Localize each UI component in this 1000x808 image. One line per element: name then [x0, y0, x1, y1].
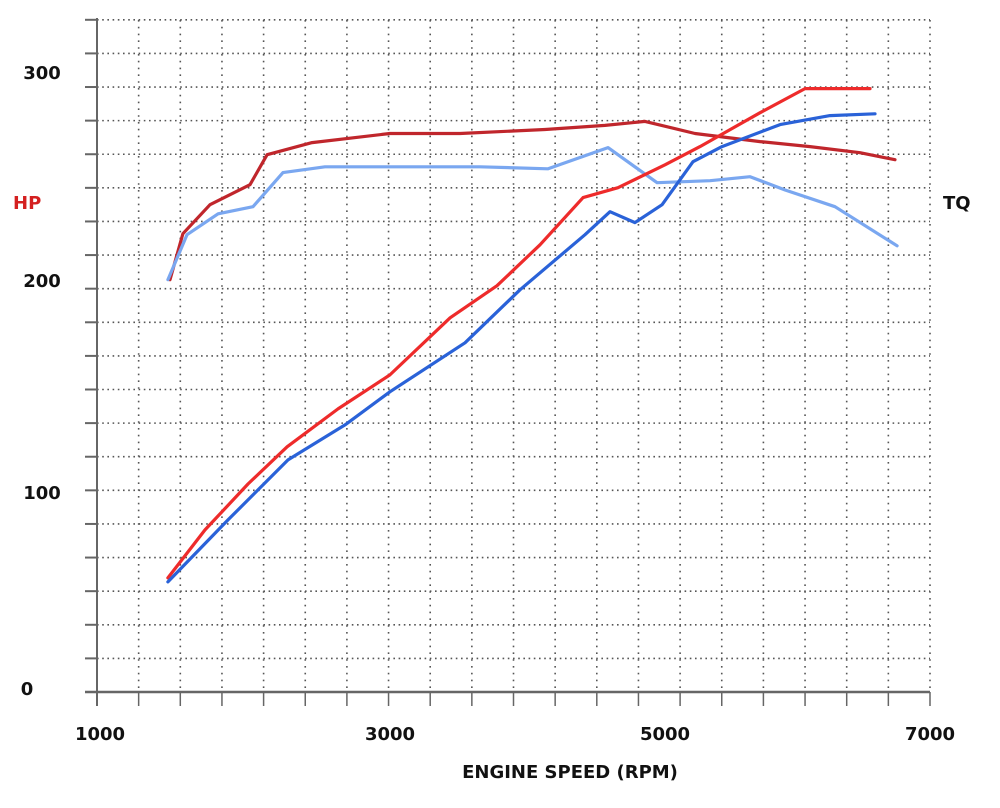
y-tick-label: 300: [23, 63, 61, 84]
axes: [85, 18, 931, 706]
series-line-3: [166, 87, 872, 580]
series-line-1: [168, 119, 897, 282]
series-line-4: [166, 112, 877, 584]
x-tick-label: 5000: [640, 724, 690, 745]
x-tick-label: 1000: [75, 724, 125, 745]
x-tick-label: 3000: [365, 724, 415, 745]
x-axis-label: ENGINE SPEED (RPM): [462, 762, 678, 783]
series-group: [166, 87, 899, 584]
grid: [97, 18, 931, 692]
tick-labels: 1000 3000 5000 7000 0 100 200 300: [21, 63, 955, 745]
y-axis-label-right: TQ: [943, 193, 971, 214]
y-tick-label: 100: [23, 483, 61, 504]
y-axis-label-left: HP: [13, 193, 41, 214]
y-tick-label: 200: [23, 271, 61, 292]
series-line-2: [166, 146, 899, 282]
x-tick-label: 7000: [905, 724, 955, 745]
y-tick-label: 0: [21, 679, 34, 700]
